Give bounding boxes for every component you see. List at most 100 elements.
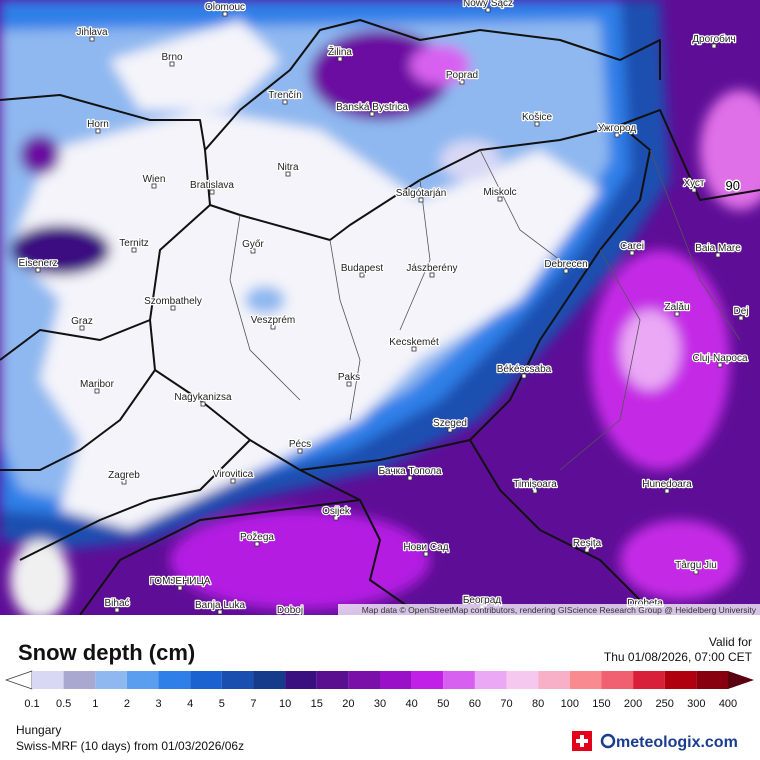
city-label: Szeged [433, 418, 467, 429]
city-label: Kecskemét [389, 337, 439, 348]
city-label: Salgótarján [396, 188, 447, 199]
city-marker [200, 401, 206, 407]
colorbar-arrow-left [4, 670, 33, 690]
city-label: Maribor [80, 379, 115, 390]
city-label: Jihlava [76, 27, 108, 38]
colorbar-tick-label: 30 [374, 698, 386, 710]
city-label: Szombathely [144, 296, 202, 307]
city-marker [35, 267, 41, 273]
colorbar-box [316, 671, 349, 689]
city-label: Osijek [322, 506, 351, 517]
city-label: Horn [87, 119, 109, 130]
colorbar-box [538, 671, 570, 689]
city-label: Veszprém [251, 315, 295, 326]
city-marker [411, 346, 417, 352]
city-marker [423, 551, 429, 557]
city-marker [333, 515, 339, 521]
city-marker [711, 43, 717, 49]
city-marker [359, 272, 365, 278]
city-marker [534, 121, 540, 127]
city-label: Debrecen [544, 259, 587, 270]
colorbar-tick-label: 0.5 [56, 698, 71, 710]
city-marker [230, 478, 236, 484]
colorbar-box [253, 671, 286, 689]
city-label: Olomouc [205, 2, 245, 13]
map: Olomouc Nowy Sącz Jihlava Brno Žilina Poprad Д… [0, 0, 760, 616]
colorbar-tick-label: 5 [219, 698, 225, 710]
city-label: Timișoara [513, 479, 557, 490]
valid-label: Valid for [709, 635, 752, 649]
colorbar-tick-label: 3 [155, 698, 161, 710]
city-label: Požega [240, 532, 274, 543]
colorbar-tick-label: 80 [532, 698, 544, 710]
valid-time: Thu 01/08/2026, 07:00 CET [604, 650, 753, 664]
city-marker [250, 248, 256, 254]
city-label: Trenčín [268, 90, 302, 101]
city-marker [217, 609, 223, 615]
colorbar-tick-label: 7 [250, 698, 256, 710]
borders [0, 19, 760, 615]
model-info: Swiss-MRF (10 days) from 01/03/2026/06z [16, 739, 244, 753]
colorbar-tick-label: 20 [342, 698, 354, 710]
city-marker [89, 36, 95, 42]
city-marker [287, 614, 293, 615]
city-marker [664, 488, 670, 494]
city-marker [738, 315, 744, 321]
city-label: Ужгород [598, 123, 637, 134]
city-marker [270, 324, 276, 330]
city-label: Târgu Jiu [675, 560, 717, 571]
city-marker [114, 607, 120, 613]
colorbar-box [126, 671, 159, 689]
city-marker [209, 189, 215, 195]
colorbar-box [411, 671, 444, 689]
city-label: Virovitica [213, 469, 254, 480]
city-marker [337, 56, 343, 62]
colorbar-box [190, 671, 222, 689]
colorbar-tick-label: 400 [719, 698, 737, 710]
city-marker [282, 99, 288, 105]
city-marker [79, 325, 85, 331]
city-label: Wien [143, 174, 166, 185]
colorbar-tick-label: 4 [187, 698, 193, 710]
city-label: Miskolc [483, 187, 516, 198]
city-label: Nagykanizsa [174, 392, 232, 403]
city-label: Doboj [277, 605, 303, 616]
snow-field [0, 0, 760, 615]
brand[interactable]: meteologix.com [616, 734, 738, 751]
city-marker [418, 197, 424, 203]
city-marker [715, 252, 721, 258]
city-marker [563, 268, 569, 274]
colorbar: 0.1 0.5 1 2 3 4 5 7 10 15 20 30 40 50 60 70 80 100 150 200 2… [4, 670, 754, 710]
colorbar-box [506, 671, 539, 689]
city-label: Eisenerz [19, 258, 58, 269]
city-label: Nitra [277, 162, 299, 173]
city-label: Békéscsaba [497, 364, 552, 375]
city-marker [674, 311, 680, 317]
city-label: Pécs [289, 439, 311, 450]
city-label: Budapest [341, 263, 383, 274]
city-label: Хуст [684, 178, 705, 189]
city-label: Bratislava [190, 180, 234, 191]
legend-title: Snow depth (cm) [18, 640, 195, 665]
city-label: Nowy Sącz [463, 0, 513, 9]
city-label: Banja Luka [195, 600, 245, 611]
city-marker [94, 388, 100, 394]
city-label: Banská Bystrica [336, 102, 408, 113]
logo-mark [600, 733, 616, 749]
colorbar-box [380, 671, 412, 689]
city-marker [254, 541, 260, 547]
colorbar-tick-label: 50 [437, 698, 449, 710]
attribution-bg [338, 604, 760, 615]
colorbar-box [221, 671, 254, 689]
attribution: Map data © OpenStreetMap contributors, r… [362, 605, 757, 615]
city-labels: Olomouc Nowy Sącz Jihlava Brno Žilina Poprad Д… [17, 0, 750, 616]
city-label: Košice [522, 112, 552, 123]
colorbar-box [95, 671, 127, 689]
city-label: Hunedoara [642, 479, 692, 490]
colorbar-box [348, 671, 380, 689]
city-marker [693, 569, 699, 575]
city-label: Дрогобич [692, 33, 735, 45]
city-label: Београд [463, 595, 501, 606]
city-marker [497, 196, 503, 202]
